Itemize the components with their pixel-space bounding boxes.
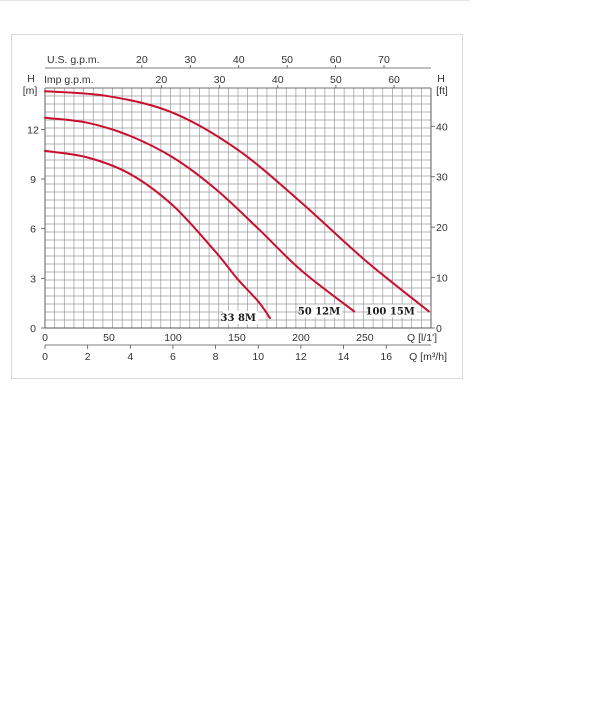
grid: [44, 87, 432, 329]
right-axis-tick-label: 20: [436, 222, 448, 234]
m3h-axis-label: Q [m³/h]: [409, 351, 447, 363]
top-divider: [0, 0, 470, 1]
imp-gpm-tick-label: 40: [272, 74, 284, 86]
m3h-tick-label: 6: [170, 351, 176, 363]
lmin-tick-label: 0: [42, 332, 48, 344]
axes: [41, 65, 435, 349]
left-axis-unit: [m]: [23, 85, 38, 97]
imp-gpm-tick-label: 30: [214, 74, 226, 86]
left-axis-tick-label: 0: [30, 323, 36, 335]
series-label-background: [369, 304, 417, 318]
us-gpm-tick-label: 30: [184, 54, 196, 66]
lmin-tick-label: 50: [103, 332, 115, 344]
lmin-tick-label: 100: [164, 332, 182, 344]
us-gpm-tick-label: 50: [281, 54, 293, 66]
us-gpm-tick-label: 60: [330, 54, 342, 66]
us-gpm-tick-label: 20: [136, 54, 148, 66]
imp-gpm-axis-label: Imp g.p.m.: [44, 74, 94, 86]
series-label: 100 15M: [366, 306, 415, 317]
lmin-tick-label: 200: [292, 332, 310, 344]
series-line: [44, 116, 356, 313]
lmin-tick-label: 250: [356, 332, 374, 344]
imp-gpm-tick-label: 20: [156, 74, 168, 86]
us-gpm-tick-label: 40: [233, 54, 245, 66]
series-label-background: [301, 304, 343, 318]
series-label: 50 12M: [298, 306, 340, 317]
right-axis-tick-label: 30: [436, 172, 448, 184]
m3h-tick-label: 16: [380, 351, 392, 363]
lmin-tick-label: 150: [228, 332, 246, 344]
left-axis-tick-label: 12: [27, 124, 39, 136]
m3h-tick-label: 0: [42, 351, 48, 363]
series-label-background: [222, 311, 258, 325]
m3h-tick-label: 10: [252, 351, 264, 363]
left-axis-tick-label: 9: [30, 174, 36, 186]
left-axis-tick-label: 6: [30, 224, 36, 236]
m3h-tick-label: 12: [295, 351, 307, 363]
m3h-tick-label: 8: [213, 351, 219, 363]
series-label: 33 8M: [221, 313, 256, 324]
series-line: [44, 149, 271, 320]
right-axis-tick-label: 40: [436, 121, 448, 133]
m3h-tick-label: 4: [127, 351, 133, 363]
series-line: [44, 90, 430, 313]
right-axis-tick-label: 10: [436, 273, 448, 285]
chart-frame: [11, 34, 463, 379]
series-layer: [44, 90, 430, 320]
left-axis-unit-letter: H: [27, 73, 35, 85]
us-gpm-tick-label: 70: [378, 54, 390, 66]
right-axis-unit-letter: H: [437, 73, 445, 85]
imp-gpm-tick-label: 50: [330, 74, 342, 86]
lmin-axis-label: Q [l/1']: [407, 332, 437, 344]
imp-gpm-tick-label: 60: [388, 74, 400, 86]
left-axis-tick-label: 3: [30, 273, 36, 285]
us-gpm-axis-label: U.S. g.p.m.: [47, 54, 100, 66]
right-axis-unit: [ft]: [436, 85, 448, 97]
m3h-tick-label: 14: [338, 351, 350, 363]
right-axis-tick-label: 0: [436, 323, 442, 335]
m3h-tick-label: 2: [85, 351, 91, 363]
